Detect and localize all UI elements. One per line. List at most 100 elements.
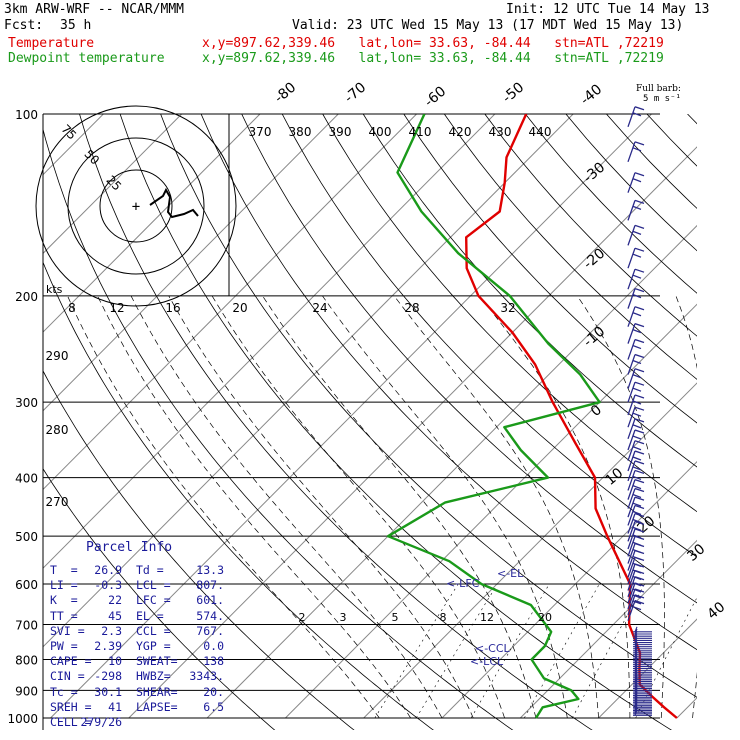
isotherm-label: -60 [422, 83, 450, 110]
mixing-ratio-label: 8 [440, 611, 447, 624]
wind-barb-feather [634, 406, 645, 411]
wind-barb-feather [632, 178, 642, 183]
wind-barb-feather [632, 344, 642, 350]
parcel-info-cell: T = [50, 563, 78, 577]
wind-barb-feather [634, 199, 645, 204]
wind-barb-feather [634, 628, 638, 635]
wind-barb-feather [634, 172, 645, 177]
isotherm-label: 40 [704, 599, 728, 623]
background-lines [43, 114, 740, 731]
wind-barb [627, 496, 636, 518]
wind-barb-feather [634, 542, 645, 548]
dry-adiabat [728, 114, 740, 731]
wind-barb [627, 172, 636, 193]
wind-barb-feather [634, 569, 645, 575]
dry-adiabat [241, 114, 697, 604]
wind-barb-feather [634, 353, 645, 359]
wind-barb-feather [634, 429, 645, 434]
isotherm-line [598, 618, 697, 719]
moist-adiabat-label: 8 [68, 301, 76, 315]
wind-barb-feather [632, 359, 642, 365]
wind-barb [627, 339, 636, 360]
init-time: Init: 12 UTC Tue 14 May 13 [506, 2, 710, 17]
wind-barb-feather [634, 697, 638, 703]
dry-adiabat [606, 114, 697, 209]
mixing-ratio-line [374, 583, 459, 719]
theta-left-label: 270 [46, 495, 69, 509]
wind-barb-feather [634, 106, 645, 111]
model-title: 3km ARW-WRF -- NCAR/MMM [4, 2, 185, 17]
moist-adiabat [168, 295, 474, 719]
isotherm-line [676, 697, 697, 719]
wind-barb-feather [634, 323, 645, 328]
wind-barb [627, 470, 636, 491]
wind-barb [627, 450, 636, 472]
moist-adiabat-label: 28 [404, 301, 419, 315]
wind-barb-feather [634, 676, 638, 682]
theta-left-label: 280 [46, 423, 69, 437]
parcel-info-cell: 767. [196, 623, 224, 638]
wind-barb-feather [632, 230, 642, 235]
temperature-curve [465, 114, 678, 719]
temperature-location: x,y=897.62,339.46 lat,lon= 33.63, -84.44… [202, 36, 664, 51]
hodograph-units-label: kts [46, 283, 63, 296]
wind-barb-feather [632, 253, 642, 258]
wind-barb [627, 306, 636, 327]
wind-barb-feather [634, 512, 645, 518]
hodograph-ring-label: 25 [103, 173, 124, 194]
dewpoint-curve [386, 114, 601, 719]
wind-barb [627, 368, 636, 389]
wind-barb-feather [634, 247, 645, 252]
wind-barb-feather [634, 657, 638, 663]
moist-adiabat [322, 295, 568, 719]
hodograph-center: + [132, 199, 140, 215]
wind-barb [627, 200, 636, 221]
dewpoint-location: x,y=897.62,339.46 lat,lon= 33.63, -84.44… [202, 51, 664, 66]
parcel-info-cell: LCL = [136, 578, 171, 593]
wind-barb-feather [634, 637, 638, 643]
parcel-info-cell: CCL = [136, 623, 171, 638]
wind-barb-feather [634, 667, 638, 673]
isotherm-label: -20 [581, 245, 609, 272]
wind-barb-feather [634, 224, 645, 229]
wind-barb-feather [634, 647, 638, 654]
wind-barb-feather [634, 661, 638, 667]
wind-barb-feather [634, 686, 638, 693]
wind-barb-feather [634, 496, 645, 501]
isotherm-label: -70 [342, 79, 370, 106]
wind-barb-feather [634, 381, 645, 386]
wind-barb-feather [632, 606, 642, 611]
isotherm-label: -30 [581, 159, 609, 186]
wind-barb-feather [634, 588, 645, 593]
theta-label: 420 [449, 125, 472, 139]
parcel-info-cell: HWBZ= [136, 669, 171, 684]
isotherm-line [206, 224, 697, 719]
moist-adiabat [724, 296, 740, 718]
theta-label: 440 [529, 125, 552, 139]
theta-label: 410 [409, 125, 432, 139]
dry-adiabat [322, 114, 697, 513]
wind-barb [627, 440, 636, 461]
theta-label: 400 [369, 125, 392, 139]
pressure-tick-label: 300 [15, 396, 38, 410]
mixing-ratio-label: 3 [340, 611, 347, 624]
wind-barb-feather [634, 698, 638, 705]
moist-adiabat-label: 16 [165, 301, 180, 315]
parcel-info-cell: 3343. [189, 669, 224, 684]
theta-label: 430 [489, 125, 512, 139]
parcel-info-cell: 2.3 [101, 623, 122, 638]
wind-barb-feather [634, 630, 638, 637]
wind-barb-feather [634, 520, 645, 525]
parcel-info-title: Parcel Info [86, 540, 173, 555]
wind-barb [627, 488, 636, 509]
wind-barb [627, 141, 636, 163]
level-marker-label: <-LCL [470, 655, 504, 668]
wind-barb [627, 394, 636, 416]
wind-barb [627, 594, 636, 616]
valid-time: Valid: 23 UTC Wed 15 May 13 (17 MDT Wed … [292, 18, 684, 33]
wind-barb [627, 323, 636, 344]
wind-barb-feather [634, 535, 645, 540]
parcel-info-cell: 6.5 [203, 699, 224, 714]
wind-barb-feather [632, 294, 642, 299]
